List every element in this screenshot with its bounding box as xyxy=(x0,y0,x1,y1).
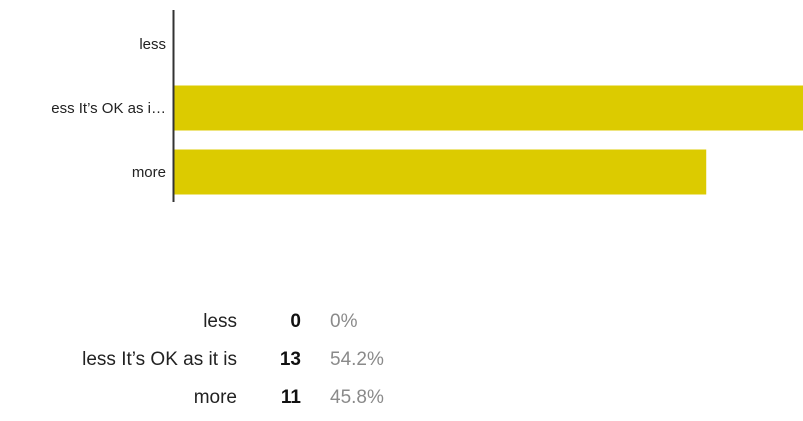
summary-table: less 0 0% less It’s OK as it is 13 54.2%… xyxy=(0,303,440,417)
table-row: less 0 0% xyxy=(0,303,440,341)
count-cell: 13 xyxy=(279,349,301,370)
count-cell: 0 xyxy=(290,311,301,332)
category-tick-label: more xyxy=(132,164,166,181)
bar-1 xyxy=(174,85,803,131)
bar-2 xyxy=(174,149,707,195)
table-row: more 11 45.8% xyxy=(0,379,440,417)
percent-cell: 45.8% xyxy=(330,387,384,408)
count-cell: 11 xyxy=(280,387,301,408)
category-tick-label: less xyxy=(139,36,166,53)
percent-cell: 54.2% xyxy=(330,349,384,370)
table-row: less It’s OK as it is 13 54.2% xyxy=(0,341,440,379)
category-tick-label: ess It’s OK as i… xyxy=(51,100,166,117)
percent-cell: 0% xyxy=(330,311,358,332)
category-cell: more xyxy=(193,387,237,408)
bar-chart: less ess It’s OK as i… more xyxy=(51,10,803,202)
category-cell: less xyxy=(203,311,237,332)
category-cell: less It’s OK as it is xyxy=(82,349,237,370)
